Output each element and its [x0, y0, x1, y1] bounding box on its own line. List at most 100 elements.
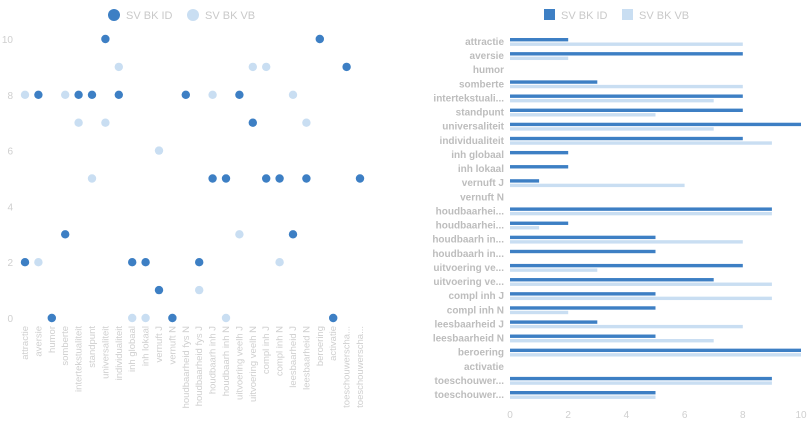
y-tick-label: 0	[7, 314, 13, 325]
y-category-label: aversie	[470, 51, 505, 62]
legend-label-sv-bk-vb: SV BK VB	[205, 10, 255, 22]
bar-sv-bk-id	[510, 391, 656, 395]
bar-sv-bk-vb	[510, 282, 772, 286]
x-tick-label: standpunt	[87, 326, 98, 368]
bar-sv-bk-vb	[510, 395, 656, 399]
legend-marker-sv-bk-id	[544, 9, 555, 20]
x-tick-label: toeschouwerscha...	[355, 326, 366, 408]
x-tick-label: somberte	[60, 326, 71, 366]
scatter-point-sv-bk-vb	[114, 62, 124, 72]
x-tick-label: 8	[740, 410, 746, 421]
y-tick-label: 6	[7, 147, 13, 158]
x-tick-label: compl inh J	[261, 326, 272, 374]
legend-label-sv-bk-id: SV BK ID	[561, 10, 608, 22]
scatter-point-sv-bk-id	[355, 174, 365, 183]
bar-sv-bk-vb	[510, 310, 569, 315]
bar-sv-bk-id	[510, 108, 743, 112]
y-category-label: toeschouwer...	[435, 390, 505, 401]
scatter-point-sv-bk-vb	[195, 285, 204, 295]
x-tick-label: inh lokaal	[141, 326, 152, 366]
y-category-label: standpunt	[456, 108, 505, 119]
scatter-point-sv-bk-vb	[248, 62, 257, 72]
scatter-point-sv-bk-vb	[128, 313, 137, 323]
y-category-label: inh globaal	[451, 150, 504, 161]
bar-sv-bk-vb	[510, 381, 772, 385]
y-category-label: compl inh J	[448, 291, 504, 302]
x-tick-label: houdbaarheid fys N	[181, 326, 192, 409]
scatter-point-sv-bk-id	[60, 230, 70, 239]
bar-sv-bk-vb	[510, 339, 714, 343]
bar-sv-bk-vb	[510, 324, 743, 329]
bar-chart: attractie aversie humor somberte intertekstu…	[432, 37, 807, 421]
y-category-label: houdbaarh in...	[432, 235, 504, 246]
x-tick-label: houdbaarheid fys J	[194, 326, 205, 407]
scatter-point-sv-bk-id	[235, 90, 244, 100]
bar-sv-bk-id	[510, 221, 569, 225]
x-tick-label: attractie	[20, 326, 31, 360]
y-category-label: leesbaarheid J	[435, 319, 504, 330]
y-category-label: houdbaarhei...	[436, 221, 505, 232]
y-category-label: inh lokaal	[458, 164, 504, 175]
scatter-point-sv-bk-vb	[262, 62, 271, 72]
scatter-point-sv-bk-vb	[302, 118, 311, 127]
bar-sv-bk-id	[510, 52, 743, 56]
bar-sv-bk-id	[510, 165, 569, 169]
bar-sv-bk-vb	[510, 226, 540, 230]
y-tick-label: 10	[2, 35, 14, 46]
y-category-label: uitvoering ve...	[433, 277, 504, 288]
y-category-label: universaliteit	[442, 122, 504, 133]
scatter-point-sv-bk-id	[221, 174, 231, 183]
legend-marker-sv-bk-vb	[187, 9, 199, 21]
bar-sv-bk-id	[510, 348, 801, 353]
bar-sv-bk-id	[510, 278, 714, 282]
x-tick-label: 2	[565, 410, 571, 421]
scatter-point-sv-bk-vb	[20, 90, 30, 100]
scatter-point-sv-bk-id	[342, 62, 351, 72]
x-tick-label: 4	[624, 410, 630, 421]
bar-sv-bk-id	[510, 122, 801, 127]
scatter-point-sv-bk-id	[34, 90, 43, 100]
bar-sv-bk-vb	[510, 84, 743, 89]
x-tick-label: leesbaarheid N	[301, 326, 312, 390]
bar-sv-bk-vb	[510, 353, 801, 357]
scatter-point-sv-bk-id	[154, 285, 164, 295]
scatter-point-sv-bk-vb	[74, 118, 83, 127]
scatter-point-sv-bk-vb	[60, 90, 70, 100]
x-tick-label: houdbaarh inh N	[221, 326, 232, 396]
scatter-point-sv-bk-id	[114, 90, 124, 100]
scatter-point-sv-bk-id	[262, 174, 271, 183]
bar-sv-bk-vb	[510, 296, 772, 301]
y-category-label: leesbaarheid N	[433, 334, 504, 345]
bar-sv-bk-vb	[510, 42, 743, 46]
legend-marker-sv-bk-id	[108, 9, 120, 21]
x-tick-label: leesbaarheid J	[288, 326, 299, 388]
bar-sv-bk-id	[510, 320, 598, 324]
bar-sv-bk-id	[510, 249, 656, 254]
bar-sv-bk-id	[510, 235, 656, 240]
x-tick-label: aversie	[33, 326, 44, 357]
legend-marker-sv-bk-vb	[622, 9, 633, 20]
bar-sv-bk-vb	[510, 113, 656, 117]
scatter-point-sv-bk-vb	[221, 313, 231, 323]
scatter-point-sv-bk-id	[141, 258, 150, 267]
scatter-point-sv-bk-id	[275, 174, 284, 183]
bar-legend[interactable]: SV BK ID SV BK VB	[544, 9, 689, 22]
scatter-point-sv-bk-id	[20, 258, 30, 267]
scatter-point-sv-bk-id	[101, 34, 110, 44]
x-tick-label: vernuft N	[167, 326, 178, 365]
y-category-label: houdbaarhei...	[436, 206, 505, 217]
scatter-point-sv-bk-vb	[288, 90, 298, 100]
x-tick-label: beroering	[315, 326, 326, 366]
y-category-label: houdbaarh in...	[432, 249, 504, 260]
x-tick-label: activatie	[328, 326, 339, 361]
bar-sv-bk-vb	[510, 211, 772, 216]
x-tick-label: uitvoering veelh J	[234, 326, 245, 400]
scatter-legend[interactable]: SV BK ID SV BK VB	[108, 9, 255, 22]
bar-sv-bk-id	[510, 207, 772, 211]
scatter-point-sv-bk-id	[248, 118, 257, 127]
bar-sv-bk-vb	[510, 56, 569, 61]
y-category-label: intertekstuali...	[433, 93, 504, 104]
bar-sv-bk-id	[510, 306, 656, 310]
bar-sv-bk-vb	[510, 240, 743, 244]
